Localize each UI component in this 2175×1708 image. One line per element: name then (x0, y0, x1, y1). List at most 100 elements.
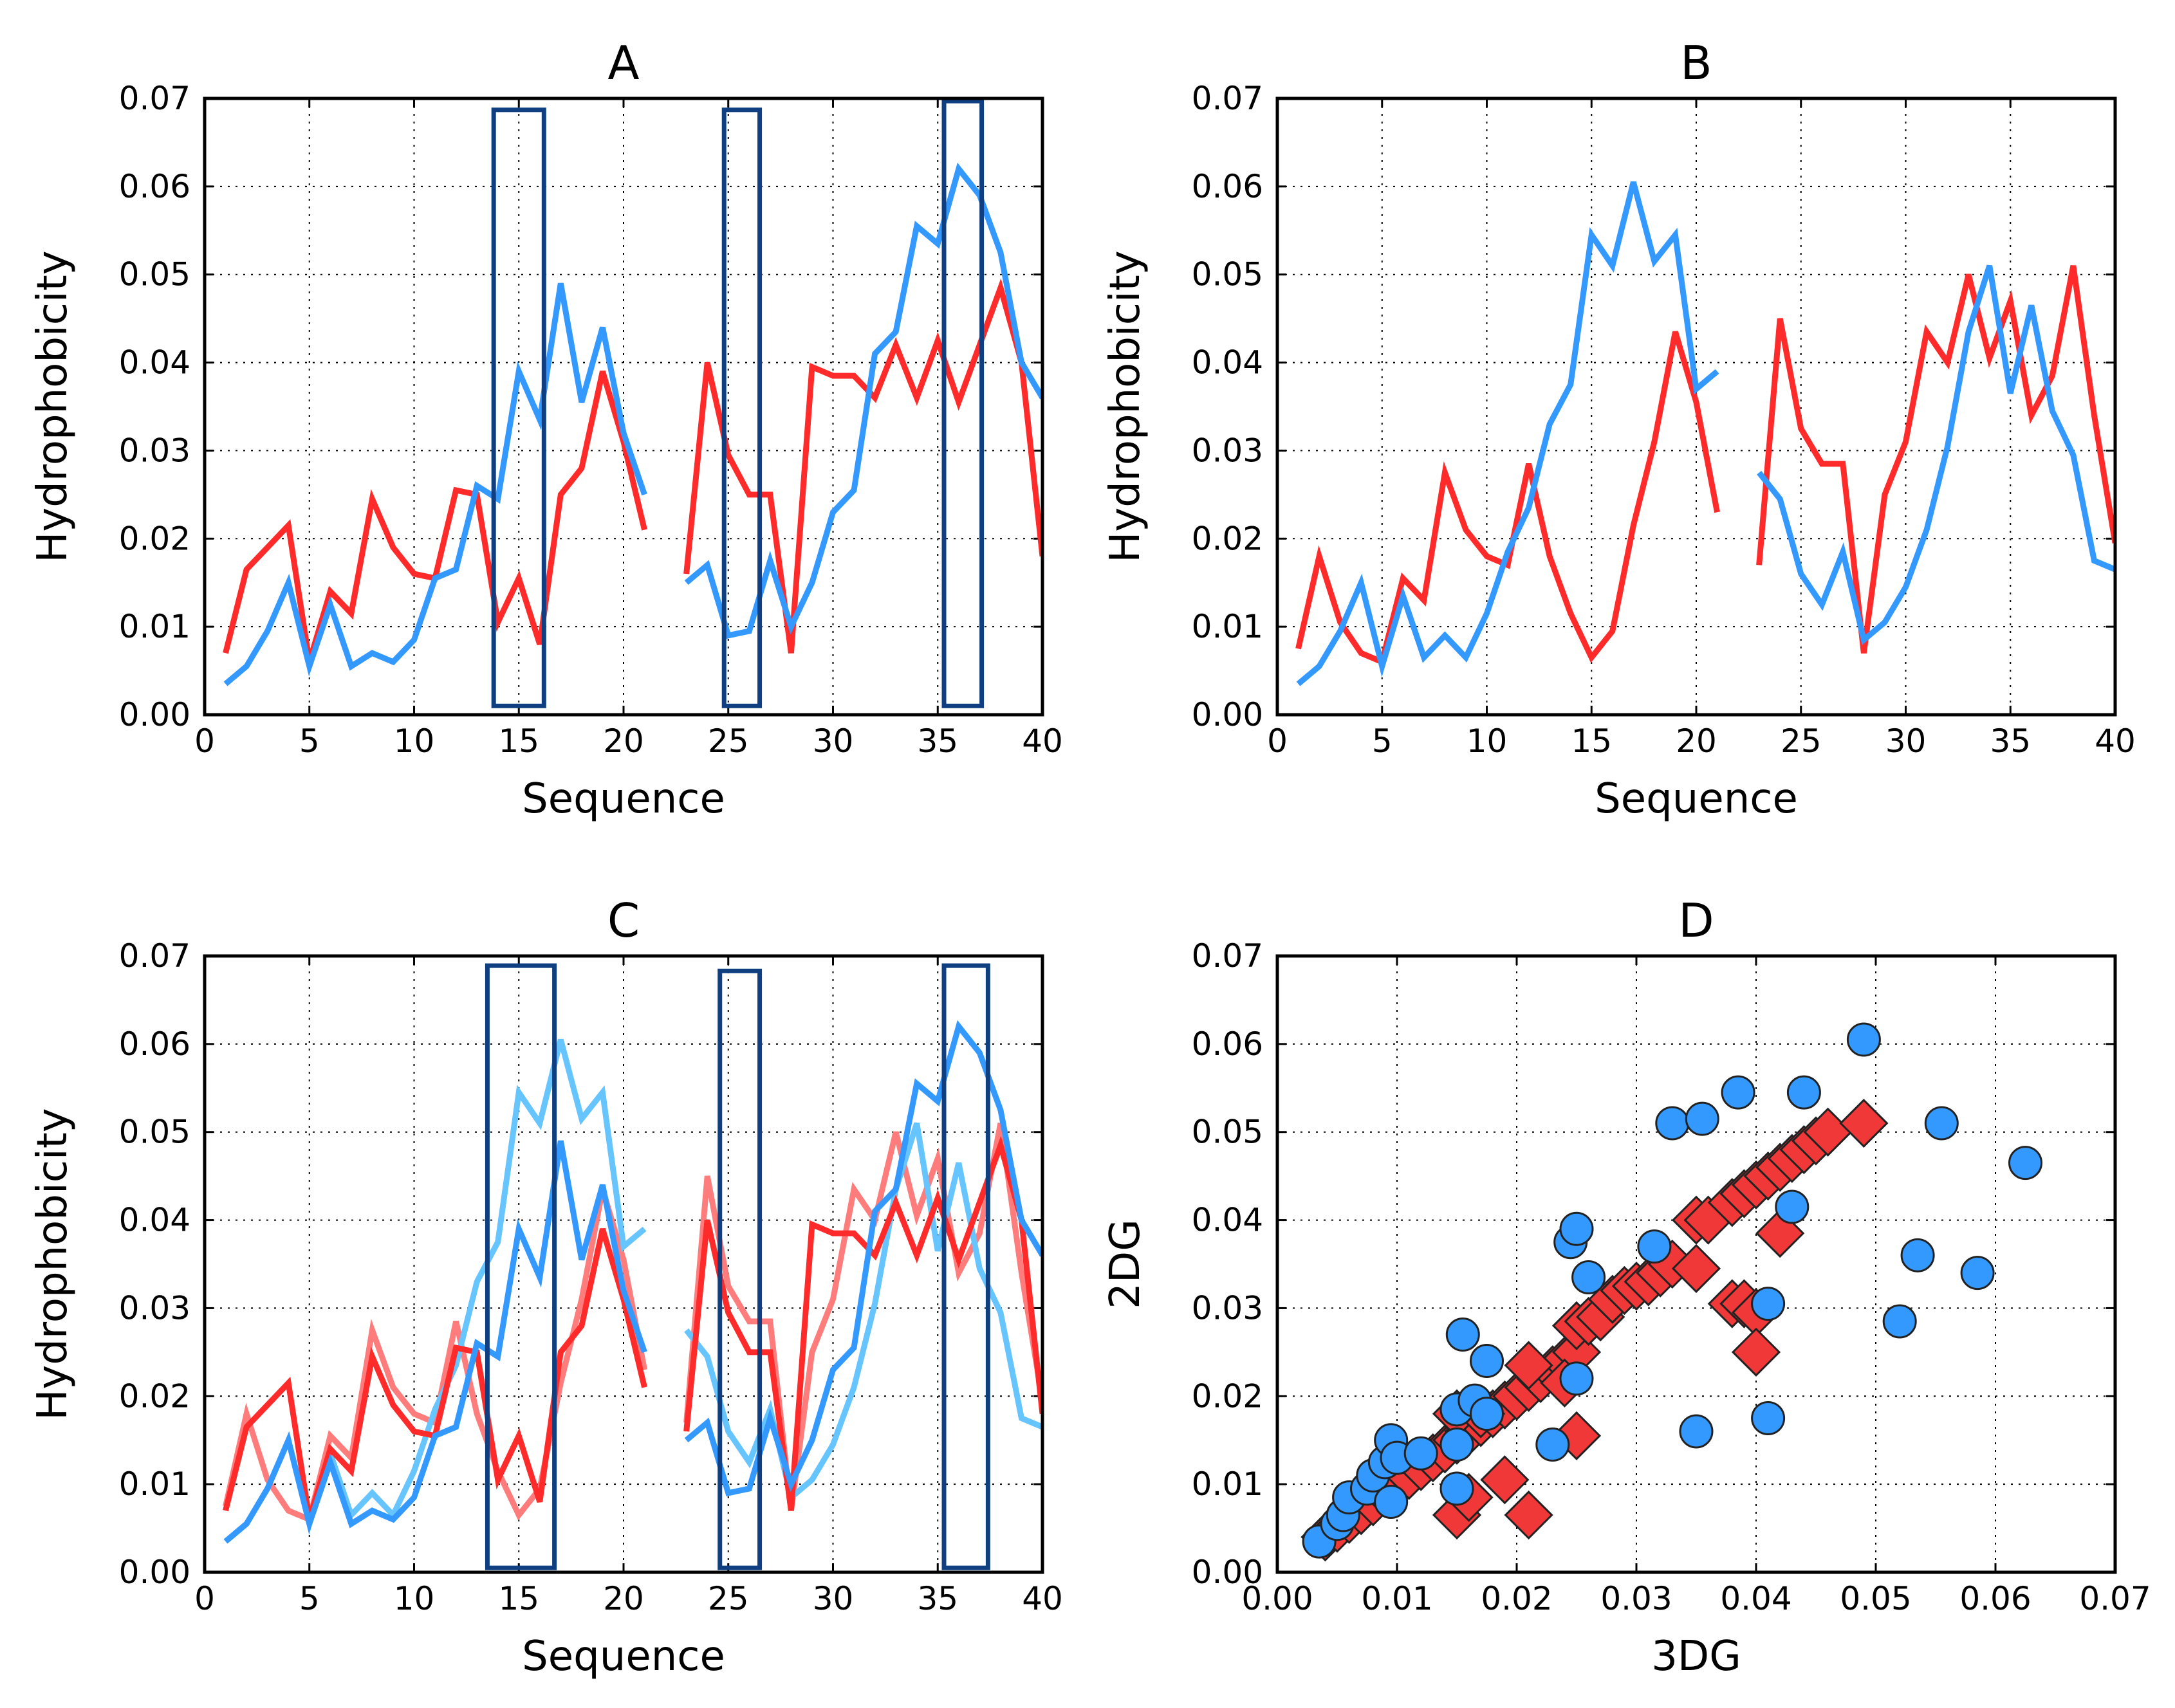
scatter-point-circle (1445, 1317, 1480, 1352)
x-axis-label: Sequence (522, 1633, 725, 1680)
series-line-blue-seg2 (1757, 264, 2115, 645)
x-tick-label: 0 (194, 1580, 215, 1617)
scatter-point-circle (1751, 1287, 1786, 1321)
series-line-blue-seg1 (223, 1140, 647, 1544)
scatter-point-circle (1637, 1229, 1672, 1264)
y-tick-label: 0.07 (1192, 937, 1263, 975)
y-tick-label: 0.06 (119, 1025, 190, 1063)
panel-title: A (607, 36, 639, 90)
scatter-point-diamond (1504, 1341, 1553, 1390)
x-tick-label: 30 (813, 1580, 854, 1617)
x-tick-label: 40 (2095, 722, 2136, 760)
y-tick-label: 0.00 (119, 696, 190, 733)
scatter-point-circle (1924, 1106, 1959, 1141)
plot-area (1295, 181, 2115, 686)
y-tick-label: 0.00 (1192, 696, 1263, 733)
panel-title: B (1680, 36, 1712, 90)
scatter-point-circle (1470, 1344, 1504, 1379)
x-tick-label: 0.07 (2079, 1580, 2151, 1617)
x-axis-label: Sequence (522, 775, 725, 823)
x-tick-label: 0.02 (1481, 1580, 1552, 1617)
highlight-box (485, 963, 557, 1570)
series-line-blue-seg2 (684, 1020, 1042, 1497)
panel-title: D (1678, 894, 1714, 948)
axes-frame (1275, 96, 2117, 717)
panel-a: 0 5 10 15 20 25 30 35 40 0.00 0.01 0.02 0.03 0.04 0.05… (29, 36, 1063, 823)
x-tick-label: 35 (917, 1580, 958, 1617)
x-tick-label: 0.04 (1720, 1580, 1791, 1617)
x-tick-label: 0.00 (1241, 1580, 1313, 1617)
x-tick-label: 5 (299, 1580, 320, 1617)
scatter-point-diamond (1671, 1244, 1721, 1293)
axes-frame (203, 96, 1044, 717)
highlight-box (721, 107, 763, 708)
y-tick-label: 0.02 (119, 520, 190, 557)
y-tick-label: 0.01 (119, 608, 190, 645)
scatter-point-diamond (1480, 1455, 1530, 1505)
x-tick-label: 35 (1990, 722, 2031, 760)
scatter-point-circle (1403, 1436, 1438, 1471)
x-tick-label: 10 (1467, 722, 1508, 760)
scatter-point-circle (1900, 1238, 1935, 1272)
x-tick-label: 15 (498, 722, 539, 760)
y-tick-label: 0.04 (119, 1202, 190, 1239)
x-tick-label: 15 (1571, 722, 1612, 760)
x-tick-label: 5 (1372, 722, 1393, 760)
y-tick-label: 0.07 (1192, 80, 1263, 117)
scatter-point-circle (1374, 1485, 1409, 1520)
x-tick-label: 30 (1885, 722, 1927, 760)
y-axis-label: Hydrophobicity (1102, 250, 1149, 562)
y-tick-label: 0.05 (119, 256, 190, 293)
y-tick-label: 0.02 (119, 1377, 190, 1415)
series-line-blue-seg1 (223, 282, 647, 686)
scatter-point-diamond (1839, 1098, 1889, 1148)
series-line-red-light-seg1 (223, 1188, 647, 1524)
scatter-point-circle (1571, 1260, 1606, 1295)
x-tick-label: 15 (498, 1580, 539, 1617)
x-axis-label: Sequence (1595, 775, 1798, 823)
scatter-point-circle (1559, 1211, 1594, 1246)
y-tick-label: 0.03 (119, 432, 190, 469)
panel-c: 0 5 10 15 20 25 30 35 40 0.00 0.01 0.02 0.03 0.04 0.05… (29, 894, 1063, 1680)
y-tick-label: 0.07 (119, 80, 190, 117)
y-tick-label: 0.02 (1192, 520, 1263, 557)
series-line-red-seg1 (223, 370, 647, 663)
y-tick-label: 0.00 (1192, 1554, 1263, 1591)
scatter-point-circle (1439, 1471, 1474, 1506)
scatter-point-circle (1685, 1101, 1719, 1136)
y-tick-label: 0.06 (119, 168, 190, 205)
scatter-point-circle (1786, 1075, 1821, 1110)
x-tick-label: 5 (299, 722, 320, 760)
y-tick-label: 0.03 (1192, 1289, 1263, 1327)
series-line-red-seg2 (1756, 265, 2115, 654)
scatter-point-circle (1846, 1022, 1881, 1057)
y-tick-label: 0.05 (1192, 1114, 1263, 1151)
x-tick-label: 10 (394, 1580, 435, 1617)
scatter-point-circle (1751, 1401, 1786, 1435)
y-tick-label: 0.05 (119, 1114, 190, 1151)
x-tick-label: 0.06 (1959, 1580, 2031, 1617)
x-tick-label: 20 (1676, 722, 1717, 760)
x-tick-label: 25 (708, 722, 749, 760)
series-line-red-seg2 (683, 278, 1042, 654)
x-tick-label: 10 (394, 722, 435, 760)
y-tick-label: 0.02 (1192, 1377, 1263, 1415)
y-tick-label: 0.06 (1192, 1025, 1263, 1063)
x-tick-label: 40 (1022, 1580, 1063, 1617)
x-tick-label: 25 (1781, 722, 1822, 760)
highlight-box (491, 107, 546, 708)
scatter-point-circle (1655, 1106, 1690, 1141)
series-line-blue-light-seg2 (684, 1122, 1042, 1503)
highlight-box (941, 98, 985, 708)
x-axis-label: 3DG (1651, 1633, 1741, 1680)
y-tick-label: 0.05 (1192, 256, 1263, 293)
panel-b: 0 5 10 15 20 25 30 35 40 0.00 0.01 0.02 0.03 0.04 0.05… (1102, 36, 2136, 823)
x-tick-label: 20 (603, 1580, 644, 1617)
series-line-blue-seg1 (1296, 181, 1719, 686)
y-axis-label: Hydrophobicity (29, 250, 77, 562)
scatter-point-diamond (1504, 1490, 1553, 1540)
y-tick-label: 0.00 (119, 1554, 190, 1591)
scatter-point-circle (1679, 1414, 1714, 1449)
x-tick-label: 35 (917, 722, 958, 760)
